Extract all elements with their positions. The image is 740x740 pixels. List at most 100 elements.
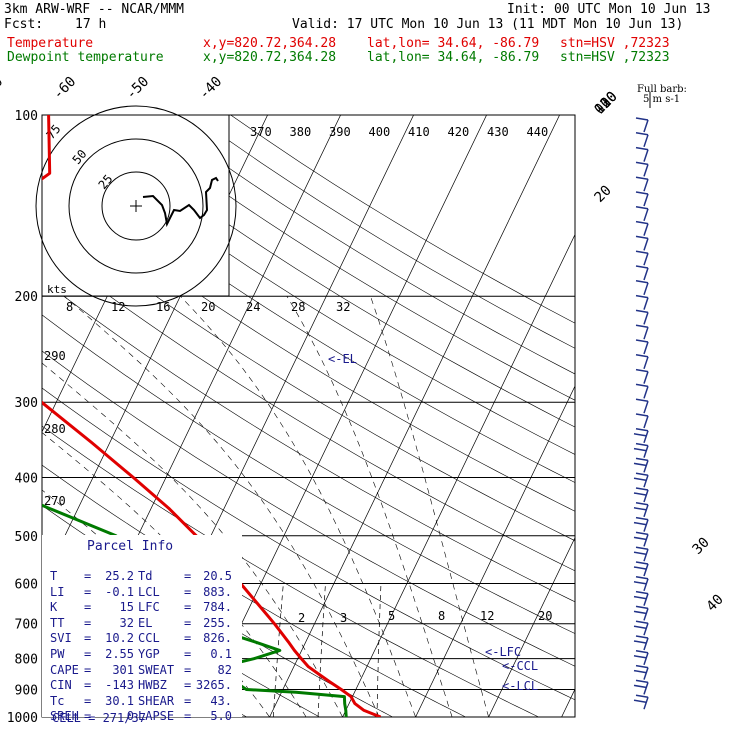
wind-barb	[643, 371, 649, 384]
isotherm-label: 30	[690, 535, 713, 558]
level-annotations: <-EL <-LFC<-CCL <-LCL	[328, 352, 538, 693]
wind-barb	[643, 341, 649, 355]
isotherm-label: 20	[592, 183, 615, 206]
dry-adiabat	[42, 425, 539, 717]
wind-barb-flag	[635, 413, 649, 417]
wind-barb-flag	[633, 581, 647, 585]
dewpoint-station: stn=HSV ,72323	[560, 50, 670, 65]
wind-barb-flag	[635, 280, 649, 284]
parcel-label: LAPSE	[138, 709, 175, 724]
wind-barb	[643, 534, 649, 547]
parcel-eq: =	[84, 600, 92, 615]
parcel-value: 0.1	[210, 647, 232, 661]
isotherm-line	[196, 115, 487, 717]
parcel-value: 15	[119, 600, 134, 615]
pressure-tick-label: 900	[15, 683, 38, 698]
wind-barb-flag	[635, 635, 649, 639]
wind-barb-flag	[635, 650, 649, 654]
wind-barb-flag	[635, 398, 649, 402]
theta-label: 400	[369, 125, 391, 139]
isotherm-label: -40	[196, 74, 225, 103]
parcel-label: LI	[50, 584, 65, 599]
fcst-hours: 17 h	[75, 17, 107, 32]
hodograph-trace	[142, 176, 219, 228]
dry-adiabat	[42, 244, 575, 572]
wind-barb-flag	[635, 191, 649, 195]
wind-barb-flag	[635, 132, 649, 136]
wind-barb-flag	[633, 610, 647, 615]
parcel-eq: =	[184, 569, 192, 583]
parcel-value: 25.2	[105, 569, 134, 583]
mixing-ratio-label: 20	[538, 609, 552, 623]
parcel-eq: =	[184, 600, 192, 615]
parcel-value: 0	[126, 709, 134, 724]
parcel-eq: =	[84, 584, 92, 599]
wind-barb-flag	[635, 235, 649, 240]
wind-barb-flag	[633, 507, 647, 511]
annotation-lfc: <-LFC	[485, 645, 521, 659]
wind-barb-flag	[635, 694, 649, 698]
speed-label: 16	[156, 300, 170, 314]
wind-barb-flag	[635, 472, 649, 476]
isotherm-label: -60	[50, 74, 79, 103]
theta-label: 390	[329, 125, 351, 139]
dry-adiabat	[155, 115, 575, 375]
wind-barb-flag	[633, 521, 647, 526]
wind-barb-flag	[635, 516, 649, 521]
wind-barb	[643, 252, 649, 266]
wind-barb	[643, 578, 649, 592]
dry-adiabat	[42, 314, 575, 634]
dry-adiabat-label: 270	[44, 494, 66, 508]
parcel-label: LCL	[138, 584, 160, 599]
wind-barb-flag	[633, 699, 647, 703]
wind-barb	[643, 696, 649, 710]
dry-adiabat-label: 280	[44, 422, 66, 436]
isotherm-line	[415, 385, 575, 717]
mixing-ratio-label: 3	[340, 611, 347, 625]
dry-adiabat	[42, 146, 575, 483]
wind-barb-flag	[635, 383, 649, 388]
parcel-eq: =	[84, 631, 92, 646]
parcel-label: SWEAT	[138, 662, 175, 677]
parcel-label: TT	[50, 615, 65, 630]
parcel-label: CIN	[50, 678, 72, 693]
annotation-el: <-EL	[328, 352, 357, 366]
wind-barb-flag	[633, 640, 647, 644]
parcel-eq: =	[184, 631, 192, 646]
parcel-value: 30.1	[105, 693, 134, 708]
wind-barb-flag	[635, 324, 649, 328]
wind-barb-flag	[635, 428, 649, 432]
parcel-label: YGP	[138, 647, 160, 661]
wind-barb-flag	[635, 339, 649, 343]
wind-barb-flag	[635, 161, 649, 166]
wind-barb-flag	[633, 447, 647, 452]
pressure-tick-label: 100	[15, 109, 38, 124]
dry-adiabat	[42, 387, 575, 701]
dewpoint-legend: Dewpoint temperature	[7, 50, 164, 65]
wind-barb-flag	[635, 576, 649, 580]
parcel-value: 883.	[203, 584, 232, 599]
temperature-station: stn=HSV ,72323	[560, 36, 670, 51]
pressure-tick-label: 400	[15, 471, 38, 486]
barb-legend-line2: 5 m s-1	[643, 94, 681, 105]
mixing-ratio-line	[376, 583, 382, 717]
parcel-label: EL	[138, 615, 153, 630]
speed-label: 28	[291, 300, 305, 314]
parcel-label: LFC	[138, 600, 160, 615]
wind-barb	[643, 474, 649, 488]
mixing-ratio-label: 5	[388, 609, 395, 623]
wind-barb-flag	[635, 220, 649, 225]
speed-label: 20	[201, 300, 215, 314]
isotherm-label: -70	[0, 74, 6, 103]
speed-label: 8	[66, 300, 73, 314]
wind-barb-flag	[635, 620, 649, 624]
wind-barb	[643, 563, 649, 577]
wind-barb-flag	[635, 442, 649, 447]
dry-adiabat	[42, 279, 575, 603]
wind-barb	[643, 667, 649, 680]
parcel-label: Tc	[50, 693, 65, 708]
theta-label: 410	[408, 125, 430, 139]
wind-barb	[643, 504, 649, 518]
dry-adiabat	[42, 178, 575, 512]
wind-barb-flag	[633, 462, 647, 467]
